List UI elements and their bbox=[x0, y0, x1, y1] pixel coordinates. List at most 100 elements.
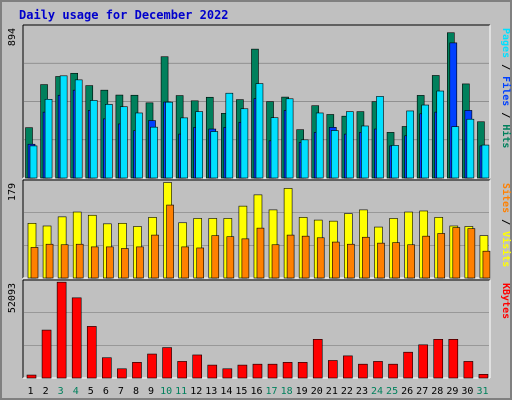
kbytes-bar bbox=[418, 344, 428, 379]
kbytes-bar bbox=[41, 329, 52, 379]
kbytes-bar bbox=[102, 357, 112, 379]
sites-bar bbox=[90, 246, 99, 279]
sites-bar bbox=[181, 246, 189, 279]
pages-bar bbox=[150, 126, 158, 179]
pages-bar bbox=[195, 111, 204, 179]
series-label-separator: / bbox=[500, 58, 511, 76]
kbytes-bar bbox=[132, 362, 142, 379]
day-label: 29 bbox=[446, 386, 458, 397]
day-label: 2 bbox=[43, 386, 49, 397]
sites-bar bbox=[151, 234, 159, 279]
kbytes-bar bbox=[117, 368, 127, 379]
day-label: 9 bbox=[148, 386, 154, 397]
sites-bar bbox=[286, 234, 295, 279]
sites-bar bbox=[226, 236, 235, 279]
kbytes-bar bbox=[207, 364, 218, 379]
pages-bar bbox=[29, 145, 38, 179]
kbytes-bar bbox=[433, 338, 444, 379]
sites-bar bbox=[422, 235, 430, 279]
sites-bar bbox=[271, 244, 280, 279]
sites-bar bbox=[316, 237, 325, 279]
day-label: 22 bbox=[341, 386, 353, 397]
day-label: 1 bbox=[28, 386, 34, 397]
series-label-sites: Sites bbox=[500, 183, 512, 213]
sites-bar bbox=[106, 246, 114, 279]
day-label: 21 bbox=[326, 386, 338, 397]
pages-bar bbox=[105, 104, 113, 179]
middle-series-label: Sites / Visits bbox=[500, 183, 512, 267]
kbytes-bar bbox=[388, 363, 398, 379]
kbytes-bar bbox=[463, 361, 474, 379]
pages-bar bbox=[120, 106, 128, 179]
sites-bar bbox=[75, 243, 84, 279]
kbytes-bar bbox=[478, 374, 489, 379]
kbytes-bar bbox=[71, 297, 82, 379]
sites-bar bbox=[30, 247, 39, 279]
pages-bar bbox=[210, 131, 219, 179]
pages-bar bbox=[270, 117, 279, 179]
pages-bar bbox=[436, 90, 445, 179]
day-label: 8 bbox=[133, 386, 139, 397]
sites-bar bbox=[347, 243, 355, 279]
day-label: 6 bbox=[103, 386, 109, 397]
sites-bar bbox=[45, 243, 54, 279]
kbytes-bar bbox=[147, 353, 157, 379]
sites-bar bbox=[121, 248, 129, 279]
day-label: 16 bbox=[250, 386, 262, 397]
pages-bar bbox=[225, 92, 234, 179]
series-label-visits: Visits bbox=[500, 231, 512, 267]
kbytes-bar bbox=[448, 338, 459, 379]
day-label: 7 bbox=[118, 386, 124, 397]
pages-bar bbox=[361, 125, 369, 179]
sites-bar bbox=[467, 228, 476, 279]
pages-bar bbox=[74, 79, 83, 179]
day-label: 31 bbox=[476, 386, 488, 397]
day-label: 5 bbox=[88, 386, 94, 397]
bottom-panel: 52093 KBytes bbox=[7, 279, 511, 379]
day-label: 18 bbox=[281, 386, 293, 397]
kbytes-bar bbox=[403, 351, 413, 379]
series-label-hits: Hits bbox=[500, 124, 512, 148]
sites-bar bbox=[211, 235, 220, 279]
kbytes-bar bbox=[222, 368, 233, 379]
day-label: 27 bbox=[416, 386, 428, 397]
top-series-label: Pages / Files / Hits bbox=[500, 28, 512, 148]
sites-bar bbox=[166, 204, 174, 279]
pages-bar bbox=[451, 126, 460, 179]
day-label: 14 bbox=[220, 386, 232, 397]
pages-bar bbox=[135, 112, 143, 179]
kbytes-bar bbox=[162, 347, 172, 379]
day-label: 10 bbox=[160, 386, 172, 397]
pages-bar bbox=[421, 104, 429, 179]
series-label-separator: / bbox=[500, 106, 511, 124]
pages-bar bbox=[406, 110, 414, 179]
pages-bar bbox=[255, 83, 264, 179]
day-label: 17 bbox=[266, 386, 278, 397]
pages-bar bbox=[165, 101, 173, 179]
kbytes-bar bbox=[86, 326, 97, 379]
pages-bar bbox=[315, 112, 324, 179]
pages-bar bbox=[300, 139, 309, 179]
sites-bar bbox=[482, 250, 491, 279]
pages-bar bbox=[285, 98, 294, 179]
series-label-pages: Pages bbox=[500, 28, 511, 58]
kbytes-bar bbox=[327, 360, 338, 379]
kbytes-bar bbox=[358, 363, 368, 379]
pages-bar bbox=[466, 118, 475, 179]
sites-bar bbox=[241, 238, 250, 279]
day-label: 4 bbox=[73, 386, 79, 397]
sites-bar bbox=[60, 244, 69, 279]
kbytes-bar bbox=[297, 362, 308, 379]
series-label-files: Files bbox=[500, 76, 512, 106]
sites-bar bbox=[452, 227, 461, 279]
sites-bar bbox=[331, 241, 340, 279]
day-label: 15 bbox=[235, 386, 247, 397]
kbytes-bar bbox=[26, 374, 37, 379]
kbytes-bar bbox=[267, 363, 278, 379]
sites-bar bbox=[136, 246, 144, 279]
series-label-separator: / bbox=[500, 213, 511, 231]
day-label: 19 bbox=[296, 386, 308, 397]
sites-bar bbox=[377, 242, 385, 279]
kbytes-bar bbox=[373, 361, 383, 379]
